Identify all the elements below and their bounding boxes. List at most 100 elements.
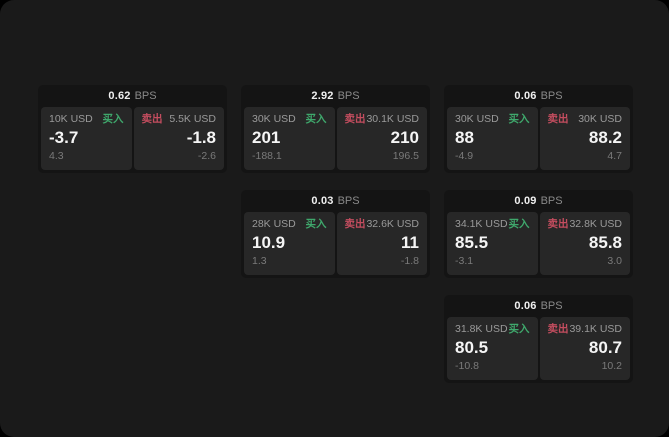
buy-panel-top: 34.1K USD 买入 (455, 218, 530, 231)
card-header: 0.06 BPS (447, 295, 630, 317)
buy-panel-top: 31.8K USD 买入 (455, 323, 530, 336)
sell-quote-panel[interactable]: 卖出 30.1K USD 210 196.5 (336, 107, 427, 170)
card-body: 31.8K USD 买入 80.5 -10.8 卖出 39.1K USD 80.… (447, 317, 630, 380)
bps-unit-label: BPS (540, 195, 563, 207)
buy-sub-value: -3.1 (455, 255, 474, 267)
quote-card-6: 0.06 BPS 31.8K USD 买入 80.5 -10.8 卖出 39.1… (444, 295, 633, 383)
sell-price: 85.8 (588, 233, 622, 252)
sell-quote-panel[interactable]: 卖出 32.6K USD 11 -1.8 (336, 212, 427, 275)
buy-price: 88 (455, 128, 474, 147)
card-body: 28K USD 买入 10.9 1.3 卖出 32.6K USD 11 -1.8 (244, 212, 427, 275)
sell-price: 210 (390, 128, 419, 147)
sell-side-tag: 卖出 (547, 323, 569, 335)
sell-side-tag: 卖出 (547, 218, 569, 230)
sell-panel-top: 卖出 5.5K USD (142, 113, 217, 126)
buy-notional: 30K USD (455, 113, 499, 125)
bps-unit-label: BPS (134, 90, 157, 102)
buy-quote-panel[interactable]: 28K USD 买入 10.9 1.3 (244, 212, 335, 275)
sell-side-tag: 卖出 (141, 113, 163, 125)
buy-side-tag: 买入 (508, 113, 530, 125)
card-header: 0.03 BPS (244, 190, 427, 212)
sell-sub-value: 10.2 (601, 360, 622, 372)
buy-sub-value: -188.1 (252, 150, 282, 162)
sell-notional: 32.6K USD (366, 218, 419, 230)
sell-side-tag: 卖出 (344, 113, 366, 125)
buy-price: -3.7 (49, 128, 79, 147)
sell-price: 11 (401, 233, 419, 252)
quote-card-3: 0.06 BPS 30K USD 买入 88 -4.9 卖出 30K USD (444, 85, 633, 173)
sell-panel-top: 卖出 32.6K USD (345, 218, 420, 231)
buy-notional: 34.1K USD (455, 218, 508, 230)
sell-sub-value: -2.6 (197, 150, 216, 162)
bps-unit-label: BPS (540, 90, 563, 102)
sell-sub-value: -1.8 (400, 255, 419, 267)
bps-unit-label: BPS (337, 90, 360, 102)
quote-card-1: 0.62 BPS 10K USD 买入 -3.7 4.3 卖出 5.5K USD (38, 85, 227, 173)
bps-value: 0.03 (311, 195, 334, 207)
bps-value: 0.09 (514, 195, 537, 207)
sell-quote-panel[interactable]: 卖出 39.1K USD 80.7 10.2 (539, 317, 630, 380)
sell-quote-panel[interactable]: 卖出 5.5K USD -1.8 -2.6 (133, 107, 224, 170)
buy-quote-panel[interactable]: 31.8K USD 买入 80.5 -10.8 (447, 317, 538, 380)
bps-value: 0.06 (514, 90, 537, 102)
card-body: 30K USD 买入 201 -188.1 卖出 30.1K USD 210 1… (244, 107, 427, 170)
quote-card-4: 0.03 BPS 28K USD 买入 10.9 1.3 卖出 32.6K US… (241, 190, 430, 278)
bps-value: 2.92 (311, 90, 334, 102)
quote-card-5: 0.09 BPS 34.1K USD 买入 85.5 -3.1 卖出 32.8K… (444, 190, 633, 278)
sell-side-tag: 卖出 (547, 113, 569, 125)
sell-panel-top: 卖出 30.1K USD (345, 113, 420, 126)
buy-quote-panel[interactable]: 10K USD 买入 -3.7 4.3 (41, 107, 132, 170)
buy-panel-top: 28K USD 买入 (252, 218, 327, 231)
buy-notional: 28K USD (252, 218, 296, 230)
buy-notional: 30K USD (252, 113, 296, 125)
card-header: 0.62 BPS (41, 85, 224, 107)
card-body: 10K USD 买入 -3.7 4.3 卖出 5.5K USD -1.8 -2.… (41, 107, 224, 170)
bps-unit-label: BPS (540, 300, 563, 312)
buy-price: 80.5 (455, 338, 489, 357)
card-header: 0.06 BPS (447, 85, 630, 107)
buy-panel-top: 30K USD 买入 (252, 113, 327, 126)
sell-quote-panel[interactable]: 卖出 30K USD 88.2 4.7 (539, 107, 630, 170)
buy-side-tag: 买入 (305, 218, 327, 230)
buy-sub-value: -4.9 (455, 150, 474, 162)
sell-panel-top: 卖出 30K USD (548, 113, 623, 126)
sell-price: 80.7 (588, 338, 622, 357)
sell-sub-value: 196.5 (392, 150, 419, 162)
sell-notional: 32.8K USD (569, 218, 622, 230)
sell-sub-value: 3.0 (607, 255, 622, 267)
quote-cards-grid: 0.62 BPS 10K USD 买入 -3.7 4.3 卖出 5.5K USD (38, 85, 633, 383)
quote-card-2: 2.92 BPS 30K USD 买入 201 -188.1 卖出 30.1K … (241, 85, 430, 173)
buy-side-tag: 买入 (508, 218, 530, 230)
card-header: 0.09 BPS (447, 190, 630, 212)
buy-panel-top: 10K USD 买入 (49, 113, 124, 126)
bps-value: 0.06 (514, 300, 537, 312)
sell-notional: 30K USD (578, 113, 622, 125)
buy-side-tag: 买入 (305, 113, 327, 125)
buy-notional: 31.8K USD (455, 323, 508, 335)
buy-price: 10.9 (252, 233, 286, 252)
sell-notional: 39.1K USD (569, 323, 622, 335)
card-body: 30K USD 买入 88 -4.9 卖出 30K USD 88.2 4.7 (447, 107, 630, 170)
card-body: 34.1K USD 买入 85.5 -3.1 卖出 32.8K USD 85.8… (447, 212, 630, 275)
buy-panel-top: 30K USD 买入 (455, 113, 530, 126)
sell-price: 88.2 (588, 128, 622, 147)
sell-quote-panel[interactable]: 卖出 32.8K USD 85.8 3.0 (539, 212, 630, 275)
buy-sub-value: -10.8 (455, 360, 479, 372)
sell-notional: 30.1K USD (366, 113, 419, 125)
buy-sub-value: 1.3 (252, 255, 267, 267)
card-header: 2.92 BPS (244, 85, 427, 107)
buy-quote-panel[interactable]: 34.1K USD 买入 85.5 -3.1 (447, 212, 538, 275)
sell-panel-top: 卖出 32.8K USD (548, 218, 623, 231)
buy-side-tag: 买入 (102, 113, 124, 125)
buy-side-tag: 买入 (508, 323, 530, 335)
buy-quote-panel[interactable]: 30K USD 买入 88 -4.9 (447, 107, 538, 170)
sell-sub-value: 4.7 (607, 150, 622, 162)
sell-notional: 5.5K USD (169, 113, 216, 125)
bps-value: 0.62 (108, 90, 131, 102)
sell-panel-top: 卖出 39.1K USD (548, 323, 623, 336)
buy-sub-value: 4.3 (49, 150, 64, 162)
buy-price: 201 (252, 128, 281, 147)
buy-quote-panel[interactable]: 30K USD 买入 201 -188.1 (244, 107, 335, 170)
buy-price: 85.5 (455, 233, 489, 252)
